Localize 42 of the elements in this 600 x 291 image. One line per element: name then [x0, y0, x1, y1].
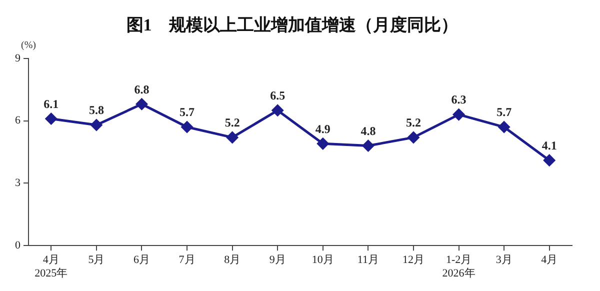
data-label: 5.8: [88, 103, 104, 118]
data-label: 5.7: [180, 105, 195, 120]
data-label: 4.1: [542, 138, 557, 152]
data-label: 4.9: [315, 122, 330, 136]
point: [544, 154, 556, 166]
data-label: 6.5: [270, 88, 286, 102]
x-tick-label: 4月: [541, 254, 558, 266]
x-tick-label: 6月: [133, 254, 150, 266]
point: [45, 112, 57, 124]
x-tick-label: 7月: [178, 254, 196, 266]
data-label: 6.8: [134, 82, 150, 96]
x-tick-label: 8月: [224, 254, 241, 266]
x-tick-label: 5月: [88, 254, 105, 266]
x-tick-label: 10月: [312, 254, 334, 266]
chart-title: 图1 规模以上工业增加值增速（月度同比）: [126, 16, 458, 35]
x-tick-label: 11月: [357, 254, 379, 266]
data-label: 5.2: [406, 116, 421, 130]
y-tick-label: 6: [15, 114, 21, 127]
data-label: 6.3: [451, 92, 466, 107]
point: [498, 121, 510, 133]
point: [226, 132, 238, 144]
x-tick-label: 12月: [402, 254, 424, 266]
data-label: 4.8: [360, 124, 376, 138]
point: [272, 104, 284, 116]
point: [362, 140, 374, 152]
x-tick-label: 1-2月 2026年: [442, 254, 476, 280]
point: [408, 132, 420, 144]
x-tick-label: 4月 2025年: [34, 254, 68, 280]
y-tick-label: 3: [15, 177, 21, 190]
point: [453, 108, 465, 120]
point: [181, 121, 193, 133]
point: [136, 98, 148, 110]
point: [90, 119, 102, 131]
y-tick-label: 0: [15, 239, 21, 252]
y-axis-title: (%): [21, 40, 36, 52]
data-label: 6.1: [44, 96, 59, 111]
data-label: 5.2: [224, 116, 240, 130]
x-tick-label: 9月: [269, 254, 286, 266]
point: [317, 138, 329, 150]
data-label: 5.7: [496, 105, 512, 120]
y-tick-label: 9: [15, 52, 21, 64]
x-tick-label: 3月: [496, 254, 512, 266]
